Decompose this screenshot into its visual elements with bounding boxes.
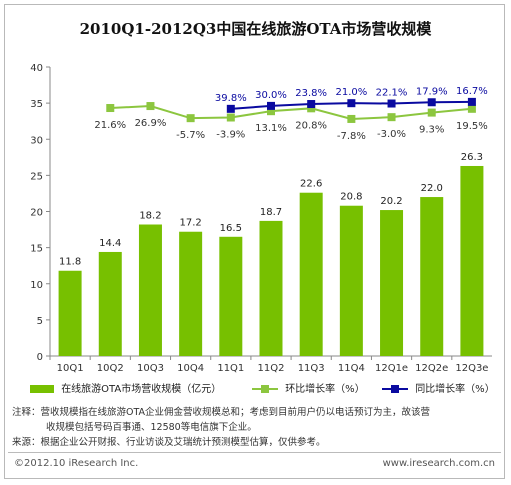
yoy-value-label: 16.7% — [456, 86, 488, 97]
bar — [179, 231, 203, 356]
bar-value-label: 14.4 — [99, 238, 121, 249]
qoq-marker — [387, 113, 396, 122]
x-tick-label: 11Q3 — [298, 363, 325, 374]
qoq-value-label: 13.1% — [255, 123, 287, 134]
bar — [98, 251, 122, 356]
legend-yoy-swatch — [382, 385, 408, 393]
yoy-value-label: 23.8% — [295, 88, 327, 99]
y-tick-label: 0 — [37, 352, 43, 363]
y-tick-label: 20 — [30, 208, 43, 219]
yoy-marker — [387, 99, 396, 108]
x-tick-label: 10Q3 — [137, 363, 164, 374]
yoy-marker — [427, 98, 436, 107]
x-tick-label: 12Q1e — [375, 363, 408, 374]
legend-label-bar: 在线旅游OTA市场营收规模（亿元） — [61, 384, 222, 395]
bar — [339, 205, 363, 356]
x-tick-label: 11Q1 — [217, 363, 244, 374]
yoy-value-label: 39.8% — [215, 93, 247, 104]
yoy-marker — [467, 97, 476, 106]
x-tick-label: 12Q3e — [455, 363, 488, 374]
y-tick-label: 25 — [30, 171, 43, 182]
bar — [460, 165, 484, 356]
chart-title: 2010Q1-2012Q3中国在线旅游OTA市场营收规模 — [79, 20, 432, 38]
bar-value-label: 26.3 — [461, 152, 483, 163]
yoy-value-label: 22.1% — [376, 88, 408, 99]
footer-copyright: ©2012.10 iResearch Inc. — [14, 458, 139, 469]
qoq-marker — [467, 104, 476, 113]
y-tick-label: 30 — [30, 135, 43, 146]
bar — [259, 220, 283, 356]
x-tick-label: 11Q4 — [338, 363, 365, 374]
bar-value-label: 22.0 — [421, 183, 443, 194]
qoq-marker — [307, 104, 316, 113]
note-line-1: 注释：营收规模指在线旅游OTA企业佣金营收规模总和；考虑到目前用户仍以电话预订为… — [12, 407, 431, 418]
qoq-value-label: -7.8% — [337, 131, 366, 142]
bar-value-label: 18.7 — [260, 207, 282, 218]
notes: 注释：营收规模指在线旅游OTA企业佣金营收规模总和；考虑到目前用户仍以电话预订为… — [12, 405, 500, 450]
x-tick-label: 11Q2 — [258, 363, 285, 374]
legend-qoq-swatch — [252, 385, 278, 393]
legend-label-yoy: 同比增长率（%） — [415, 384, 495, 395]
bar-value-label: 20.8 — [340, 192, 362, 203]
legend-item-qoq: 环比增长率（%） — [252, 380, 365, 395]
y-tick-label: 35 — [30, 99, 43, 110]
qoq-marker — [146, 102, 155, 111]
yoy-value-label: 30.0% — [255, 90, 287, 101]
legend-label-qoq: 环比增长率（%） — [285, 384, 365, 395]
yoy-value-label: 17.9% — [416, 86, 448, 97]
y-tick-label: 5 — [37, 316, 43, 327]
source-line: 来源：根据企业公开财报、行业访谈及艾瑞统计预测模型估算，仅供参考。 — [12, 437, 326, 448]
bar-value-label: 17.2 — [180, 218, 202, 229]
qoq-marker — [186, 114, 195, 123]
bar — [58, 270, 82, 356]
x-tick-label: 10Q4 — [177, 363, 204, 374]
yoy-value-label: 21.0% — [335, 87, 367, 98]
bar-value-label: 22.6 — [300, 179, 322, 190]
bar — [138, 224, 162, 356]
x-tick-label: 12Q2e — [415, 363, 448, 374]
qoq-value-label: -3.0% — [377, 129, 406, 140]
legend: 在线旅游OTA市场营收规模（亿元） 环比增长率（%） 同比增长率（%） — [30, 380, 500, 395]
yoy-marker — [226, 104, 235, 113]
qoq-marker — [427, 108, 436, 117]
qoq-marker — [347, 114, 356, 123]
qoq-line — [110, 105, 473, 120]
yoy-marker — [347, 99, 356, 108]
footer-website: www.iresearch.com.cn — [382, 458, 495, 469]
footer-divider — [8, 452, 501, 453]
qoq-value-label: -5.7% — [176, 130, 205, 141]
x-tick-label: 10Q2 — [97, 363, 124, 374]
qoq-value-label: 21.6% — [94, 120, 126, 131]
qoq-marker — [106, 104, 115, 113]
y-tick-label: 40 — [30, 63, 43, 74]
bar — [380, 210, 404, 356]
y-tick-label: 10 — [30, 280, 43, 291]
qoq-value-label: -3.9% — [216, 129, 245, 140]
qoq-value-label: 19.5% — [456, 121, 488, 132]
qoq-value-label: 26.9% — [135, 118, 167, 129]
bar-value-label: 16.5 — [220, 223, 242, 234]
legend-bar-swatch — [30, 385, 54, 393]
y-tick-label: 15 — [30, 244, 43, 255]
bar — [219, 236, 243, 356]
qoq-value-label: 20.8% — [295, 120, 327, 131]
x-tick-label: 10Q1 — [57, 363, 84, 374]
note-line-2: 收规模包括号码百事通、12580等电信旗下企业。 — [46, 422, 257, 433]
qoq-marker — [226, 113, 235, 122]
bar-value-label: 18.2 — [139, 211, 161, 222]
bar — [299, 192, 323, 356]
bar-value-label: 11.8 — [59, 257, 81, 268]
qoq-marker — [267, 107, 275, 116]
qoq-value-label: 9.3% — [419, 125, 444, 136]
legend-item-bar: 在线旅游OTA市场营收规模（亿元） — [30, 380, 221, 395]
bar — [420, 197, 444, 356]
yoy-marker — [307, 100, 316, 109]
yoy-marker — [267, 101, 275, 110]
legend-item-yoy: 同比增长率（%） — [382, 380, 495, 395]
bar-value-label: 20.2 — [380, 196, 402, 207]
